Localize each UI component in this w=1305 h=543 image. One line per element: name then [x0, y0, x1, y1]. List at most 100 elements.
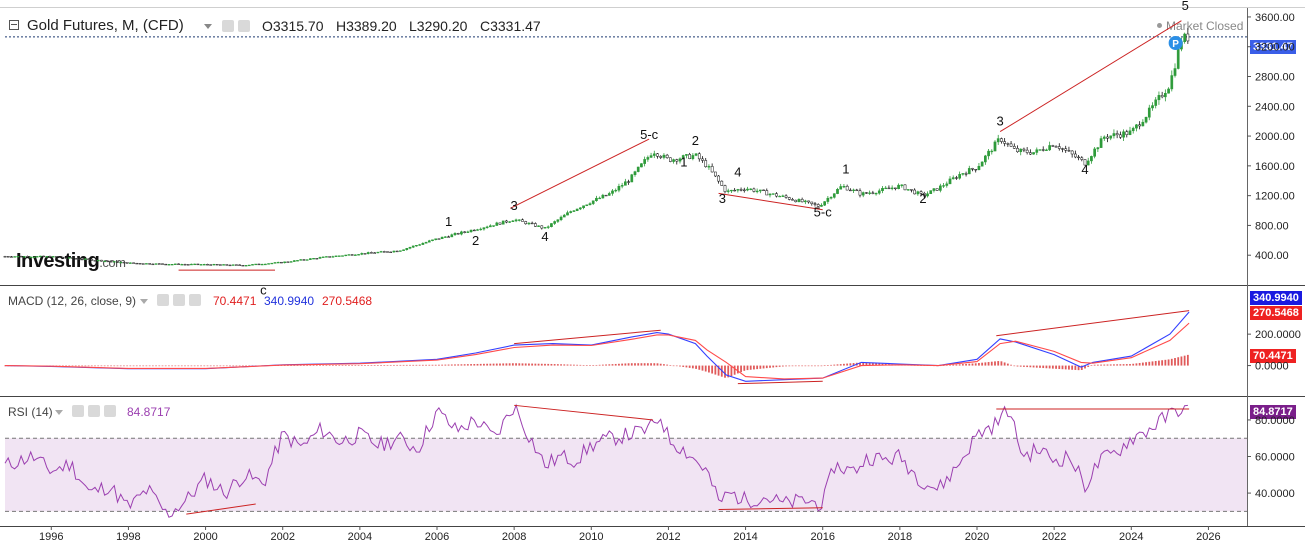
macd-histogram-bar	[187, 365, 190, 367]
macd-histogram-bar	[653, 363, 656, 366]
macd-histogram-bar	[663, 364, 665, 366]
candle-body	[305, 259, 309, 261]
candle-body	[370, 252, 373, 254]
macd-histogram-bar	[618, 363, 620, 366]
macd-histogram-bar	[431, 364, 434, 366]
candle-body	[67, 257, 71, 259]
candle-body	[839, 186, 843, 190]
macd-histogram-bar	[1161, 360, 1164, 366]
macd-histogram-bar	[290, 365, 292, 366]
candle-body	[161, 263, 164, 265]
chevron-down-icon[interactable]	[55, 410, 63, 415]
macd-histogram-bar	[1061, 365, 1064, 370]
candle-body	[749, 188, 753, 190]
candle-body	[1080, 157, 1084, 160]
settings-icon[interactable]	[173, 294, 185, 306]
macd-histogram-bar	[393, 364, 395, 366]
candle-body	[881, 187, 884, 192]
candle-body	[247, 264, 251, 267]
candle-body	[1135, 124, 1138, 129]
macd-histogram-bar	[717, 365, 720, 376]
candle-body	[624, 181, 627, 186]
candle-body	[132, 262, 135, 264]
candle-body	[74, 258, 78, 260]
macd-histogram-bar	[119, 365, 122, 367]
chevron-down-icon[interactable]	[204, 24, 212, 29]
macd-histogram-bar	[524, 363, 527, 366]
macd-histogram-bar	[466, 364, 469, 366]
candle-body	[395, 250, 399, 253]
candle-body	[874, 192, 878, 195]
price-tick-label: 800.00	[1255, 220, 1289, 232]
macd-histogram-bar	[1174, 358, 1176, 366]
macd-histogram-bar	[171, 365, 174, 367]
wave-label: 5-c	[814, 204, 833, 219]
candle-body	[858, 190, 862, 196]
candle-body	[1090, 156, 1093, 162]
collapse-icon[interactable]	[9, 20, 19, 30]
macd-histogram-bar	[746, 365, 749, 371]
macd-histogram-bar	[1071, 365, 1074, 370]
candle-body	[1038, 149, 1042, 151]
macd-histogram-bar	[209, 365, 212, 367]
candle-body	[276, 261, 280, 264]
candle-body	[183, 264, 187, 266]
settings-icon[interactable]	[238, 20, 250, 32]
candle-body	[463, 231, 466, 233]
candle-body	[614, 189, 618, 192]
macd-macd-value: 340.9940	[264, 294, 315, 308]
macd-histogram-bar	[360, 365, 363, 366]
candle-body	[566, 212, 569, 216]
marker-circle	[1168, 35, 1183, 50]
candle-body	[697, 153, 701, 160]
macd-histogram-bar	[1084, 365, 1086, 369]
macd-histogram-bar	[376, 365, 379, 366]
macd-histogram-bar	[364, 365, 366, 366]
macd-histogram-bar	[1093, 364, 1096, 366]
candle-body	[1138, 124, 1141, 127]
candle-body	[157, 263, 161, 265]
candle-body	[489, 225, 492, 228]
visibility-icon[interactable]	[72, 405, 84, 417]
visibility-icon[interactable]	[222, 20, 234, 32]
candle-body	[913, 189, 916, 195]
macd-histogram-bar	[743, 365, 746, 371]
candle-body	[315, 258, 319, 260]
macd-histogram-bar	[421, 364, 424, 366]
candle-body	[980, 161, 984, 167]
candle-body	[607, 193, 611, 196]
macd-histogram-bar	[544, 363, 546, 366]
candle-body	[411, 245, 415, 248]
macd-histogram-bar	[994, 361, 996, 366]
macd-histogram-bar	[354, 365, 357, 366]
candle-body	[652, 153, 656, 156]
macd-histogram-bar	[463, 364, 466, 366]
candle-body	[399, 250, 402, 252]
candle-body	[939, 185, 942, 191]
candle-body	[710, 166, 714, 173]
candle-body	[299, 259, 303, 261]
close-icon[interactable]	[189, 294, 201, 306]
macd-histogram-bar	[380, 365, 382, 366]
wave-label: 4	[541, 229, 548, 244]
visibility-icon[interactable]	[157, 294, 169, 306]
macd-histogram-bar	[810, 365, 813, 367]
candle-body	[382, 251, 386, 253]
candle-body	[1048, 145, 1051, 151]
trend-line	[718, 192, 823, 211]
macd-histogram-bar	[576, 364, 579, 366]
settings-icon[interactable]	[88, 405, 100, 417]
candle-body	[257, 263, 261, 266]
close-icon[interactable]	[104, 405, 116, 417]
macd-line	[4, 311, 1190, 382]
macd-histogram-bar	[1148, 361, 1151, 366]
macd-histogram-bar	[106, 365, 109, 367]
chevron-down-icon[interactable]	[140, 299, 148, 304]
candle-body	[289, 261, 293, 263]
candle-body	[212, 264, 216, 266]
candle-body	[415, 244, 418, 247]
candle-body	[337, 255, 341, 257]
macd-histogram-bar	[351, 365, 354, 366]
trend-line	[996, 310, 1190, 337]
candle-body	[1045, 149, 1048, 151]
